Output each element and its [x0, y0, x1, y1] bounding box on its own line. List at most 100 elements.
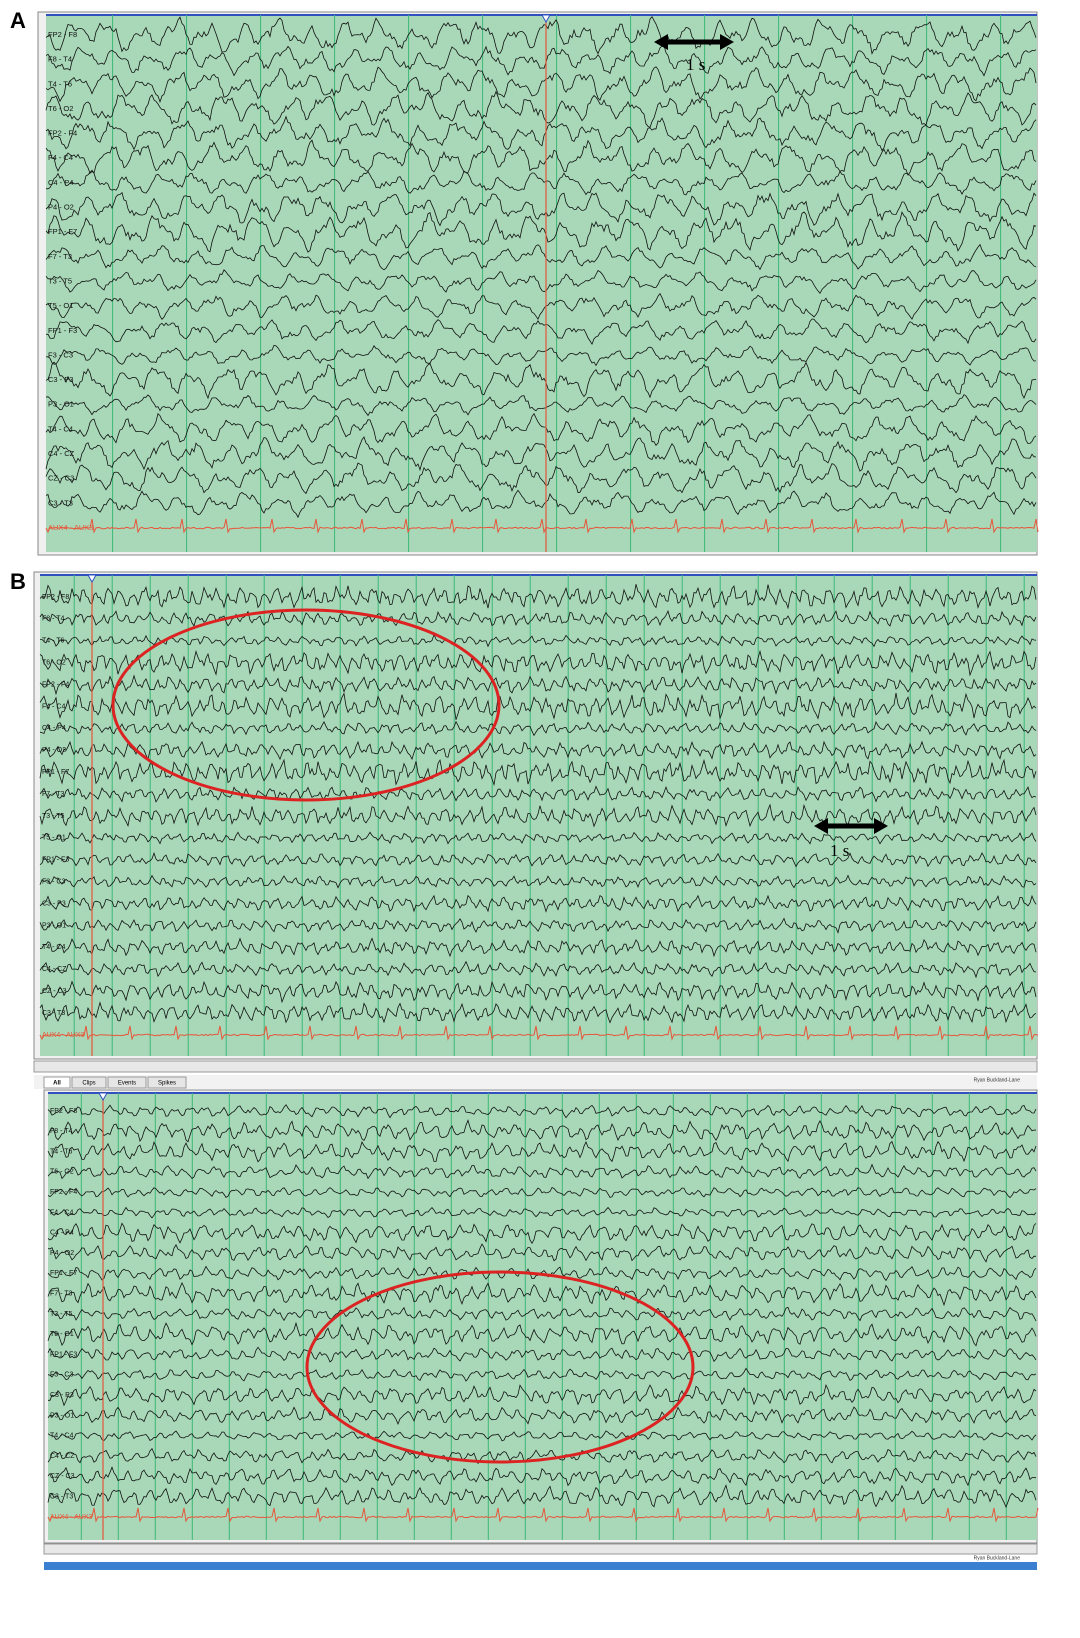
eeg-trace — [45, 15, 1037, 55]
channel-label: C4 - P4 — [42, 725, 66, 732]
eeg-trace — [39, 584, 1037, 610]
eeg-trace — [39, 1001, 1037, 1024]
eeg-trace — [47, 1206, 1037, 1219]
eeg-trace — [45, 489, 1037, 519]
channel-label: F8 - T4 — [50, 1128, 73, 1135]
scale-arrow — [654, 34, 734, 50]
channel-label: T3 - T5 — [42, 813, 65, 820]
eeg-trace — [45, 211, 1037, 253]
channel-label: F8 - T4 — [42, 616, 65, 623]
eeg-trace — [45, 66, 1037, 104]
channel-label: T6 - O2 — [50, 1169, 74, 1176]
tab[interactable]: Spikes — [147, 1076, 187, 1089]
eeg-trace — [39, 917, 1037, 934]
eeg-trace — [39, 649, 1037, 677]
eeg-trace — [39, 980, 1037, 1004]
channel-label: T5 - O1 — [48, 301, 73, 310]
eeg-screen: FP2 - F8 F8 - T4 T4 - T6 T6 - O2 FP2 - F4 F4 … — [43, 1089, 1039, 1544]
panel-label: B — [10, 569, 26, 594]
tab-box — [43, 1076, 71, 1089]
channel-label: F7 - T3 — [42, 791, 65, 798]
tab[interactable]: All — [43, 1076, 71, 1089]
eeg-trace — [45, 394, 1037, 417]
channel-label: F4 - C4 — [42, 703, 65, 710]
eeg-trace — [47, 1447, 1037, 1465]
eeg-trace — [45, 412, 1037, 446]
eeg-trace — [45, 292, 1037, 321]
channel-label: FP1 - F7 — [42, 769, 69, 776]
channel-label: F4 - C4 — [50, 1209, 73, 1216]
channel-label: C4 - CZ — [50, 1453, 75, 1460]
eeg-trace — [45, 436, 1037, 472]
eeg-trace — [47, 1406, 1037, 1425]
eeg-trace — [39, 633, 1037, 648]
channel-label: F7 - T3 — [50, 1291, 73, 1298]
eeg-trace — [45, 269, 1037, 295]
channel-label: P4 - O2 — [48, 203, 74, 212]
channel-label: FP1 - F3 — [50, 1351, 77, 1358]
tab-label: All — [53, 1081, 61, 1087]
scale-arrow — [814, 818, 888, 834]
panel-label: A — [10, 8, 26, 33]
channel-label: C3 - P3 — [50, 1392, 74, 1399]
eeg-trace — [39, 874, 1037, 889]
channel-label: C3 - T3 — [50, 1494, 73, 1501]
channel-label: FP1 - F7 — [50, 1270, 77, 1277]
tab-box — [107, 1076, 147, 1089]
channel-label: FP2 - F8 — [48, 30, 77, 39]
channel-label: T6 - O2 — [48, 104, 73, 113]
channel-label: AUX4 - AUX3 — [48, 523, 93, 532]
channel-label: T3 - T5 — [50, 1311, 73, 1318]
eeg-trace — [45, 361, 1037, 400]
ecg-trace — [39, 1025, 1039, 1041]
channel-label: CZ - C3 — [50, 1473, 75, 1480]
channel-label: T5 - O1 — [50, 1331, 74, 1338]
channel-label: FP1 - F3 — [42, 857, 69, 864]
eeg-trace — [45, 318, 1037, 345]
channel-label: C4 - P4 — [50, 1230, 74, 1237]
channel-label: F8 - T4 — [48, 55, 72, 64]
eeg-trace — [39, 803, 1037, 828]
eeg-trace — [47, 1306, 1037, 1322]
eeg-trace — [47, 1484, 1037, 1509]
tab[interactable]: Clips — [71, 1076, 107, 1089]
channel-label: C4 - CZ — [48, 449, 75, 458]
eeg-trace — [47, 1346, 1037, 1363]
channel-label: FP2 - F8 — [50, 1108, 77, 1115]
eeg-trace — [39, 720, 1037, 737]
cursor-marker — [87, 574, 97, 584]
eeg-trace — [45, 191, 1037, 227]
eeg-trace — [47, 1321, 1037, 1347]
eeg-trace — [39, 960, 1037, 979]
scrollbar[interactable] — [33, 1060, 1038, 1073]
eeg-trace — [47, 1140, 1037, 1163]
eeg-trace — [47, 1163, 1037, 1180]
eeg-trace — [39, 758, 1037, 787]
eeg-trace — [39, 894, 1037, 913]
channel-label: FP2 - F4 — [50, 1189, 77, 1196]
eeg-trace — [47, 1429, 1037, 1442]
cursor-marker — [98, 1092, 108, 1102]
channel-label: FP1 - F7 — [48, 227, 77, 236]
eeg-trace — [45, 344, 1037, 367]
channel-label: F3 - C3 — [48, 350, 73, 359]
tab-label: Events — [118, 1081, 136, 1087]
channel-label: P3 - O1 — [50, 1412, 74, 1419]
eeg-trace — [45, 90, 1037, 129]
channel-label: T4 - T6 — [50, 1148, 73, 1155]
tab-box — [71, 1076, 107, 1089]
plot-area — [46, 15, 1037, 552]
eeg-trace — [39, 785, 1037, 803]
tab[interactable]: Events — [107, 1076, 147, 1089]
channel-label: T6 - O2 — [42, 660, 66, 667]
scrollbar[interactable] — [43, 1543, 1038, 1555]
eeg-trace — [45, 139, 1037, 176]
eeg-trace — [47, 1466, 1037, 1487]
eeg-trace — [45, 243, 1037, 271]
channel-label: AUX4 - AUX3 — [50, 1514, 93, 1521]
eeg-screen: FP2 - F8 F8 - T4 T4 - T6 T6 - O2 FP2 - F4 F4 … — [33, 571, 1039, 1060]
channel-label: F7 - T3 — [48, 252, 72, 261]
status-text: Ryan Buckland-Lane — [974, 1077, 1021, 1083]
screens: FP2 - F8 F8 - T4 T4 - T6 T6 - O2 FP2 - F4 F4 … — [33, 11, 1039, 1544]
